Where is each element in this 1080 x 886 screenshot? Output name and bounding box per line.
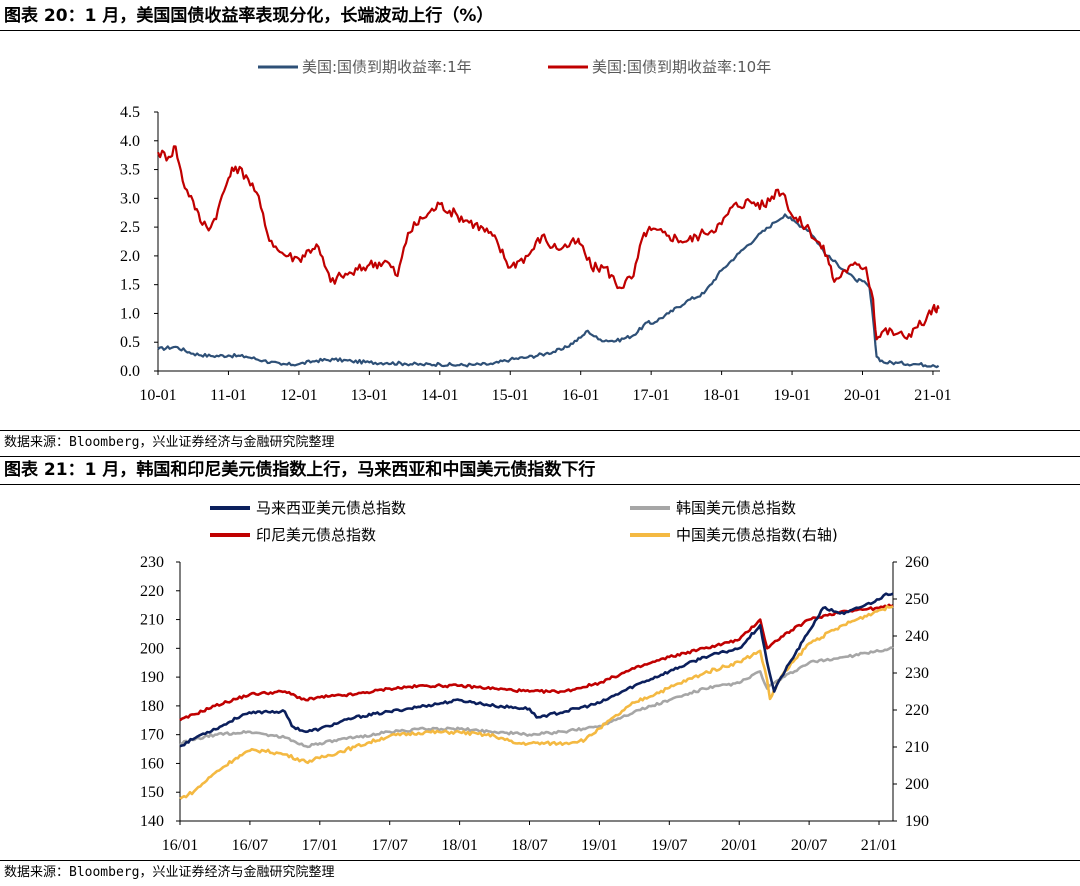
legend-label-2: 美国:国债到期收益率:10年 [592,58,771,76]
y2-tick-label: 230 [905,665,929,682]
x-tick-label: 18/07 [511,837,547,854]
y-tick-label: 160 [140,755,164,772]
y-tick-label: 1.5 [120,277,140,294]
x-tick-label: 20/01 [721,837,757,854]
y-tick-label: 4.5 [120,104,140,121]
x-tick-label: 17/07 [371,837,407,854]
x-tick-label: 21-01 [914,387,951,404]
y2-tick-label: 220 [905,702,929,719]
x-tick-label: 10-01 [139,387,176,404]
x-tick-label: 18-01 [703,387,740,404]
x-tick-label: 14-01 [421,387,458,404]
x-tick-label: 11-01 [210,387,247,404]
us-treasury-yield-chart: 0.0 0.5 1.0 1.5 2.0 2.5 3.0 3.5 4.0 4.5 10-01 11-01… [120,58,952,404]
series-line-1 [179,592,894,748]
x-tick-label: 16/01 [162,837,198,854]
y-tick-label: 190 [140,669,164,686]
x-tick-label: 19-01 [773,387,810,404]
figure20-source: 数据来源：Bloomberg，兴业证券经济与金融研究院整理 [4,435,335,450]
y-tick-label: 170 [140,727,164,744]
y-tick-label: 150 [140,784,164,801]
figure20-title: 图表 20：1 月，美国国债收益率表现分化，长端波动上行（%） [4,6,494,26]
series-line-2 [179,646,894,749]
series-line-3 [179,603,894,722]
y-tick-label: 220 [140,583,164,600]
x-tick-label: 12-01 [280,387,317,404]
y2-tick-label: 190 [905,813,929,830]
legend-label-2: 韩国美元债总指数 [676,499,796,517]
x-tick-label: 16/07 [232,837,268,854]
y-tick-label: 140 [140,813,164,830]
figure20-title-rule [0,30,1080,31]
x-tick-label: 20-01 [844,387,881,404]
x-tick-label: 19/01 [581,837,617,854]
x-tick-label: 21/01 [861,837,897,854]
y-tick-label: 0.5 [120,334,140,351]
x-tick-label: 18/01 [441,837,477,854]
y-tick-label: 2.0 [120,248,140,265]
figure21-source-rule [0,860,1080,861]
series-line-4 [179,605,894,800]
figure20-source-rule [0,430,1080,431]
figure21-source: 数据来源：Bloomberg，兴业证券经济与金融研究院整理 [4,865,335,880]
x-tick-label: 17-01 [632,387,669,404]
x-tick-label: 16-01 [562,387,599,404]
y-tick-label: 230 [140,554,164,571]
y2-tick-label: 260 [905,554,929,571]
y-tick-label: 3.5 [120,162,140,179]
y-tick-label: 210 [140,612,164,629]
figure21-title-rule [0,484,1080,485]
y2-tick-label: 250 [905,591,929,608]
x-tick-label: 13-01 [351,387,388,404]
y-tick-label: 4.0 [120,133,140,150]
legend-label-4: 中国美元债总指数(右轴) [676,526,838,544]
usd-bond-index-chart: 140 150 160 170 180 190 200 210 220 230 190 200 210 2… [140,499,929,854]
legend-label-1: 马来西亚美元债总指数 [256,499,406,517]
y-tick-label: 0.0 [120,363,140,380]
x-tick-label: 15-01 [492,387,529,404]
y-tick-label: 200 [140,640,164,657]
y-tick-label: 1.0 [120,305,140,322]
x-tick-label: 19/07 [651,837,687,854]
legend-label-1: 美国:国债到期收益率:1年 [302,58,472,76]
figure21-top-rule [0,456,1080,457]
y-tick-label: 2.5 [120,219,140,236]
y-tick-label: 180 [140,698,164,715]
x-tick-label: 17/01 [302,837,338,854]
y2-tick-label: 200 [905,776,929,793]
legend-label-3: 印尼美元债总指数 [256,526,376,544]
x-tick-label: 20/07 [791,837,827,854]
figure21-title: 图表 21：1 月，韩国和印尼美元债指数上行，马来西亚和中国美元债指数下行 [4,460,596,480]
y2-tick-label: 210 [905,739,929,756]
series-line-1 [157,213,940,369]
y2-tick-label: 240 [905,628,929,645]
series-line-2 [156,145,940,341]
y-tick-label: 3.0 [120,190,140,207]
